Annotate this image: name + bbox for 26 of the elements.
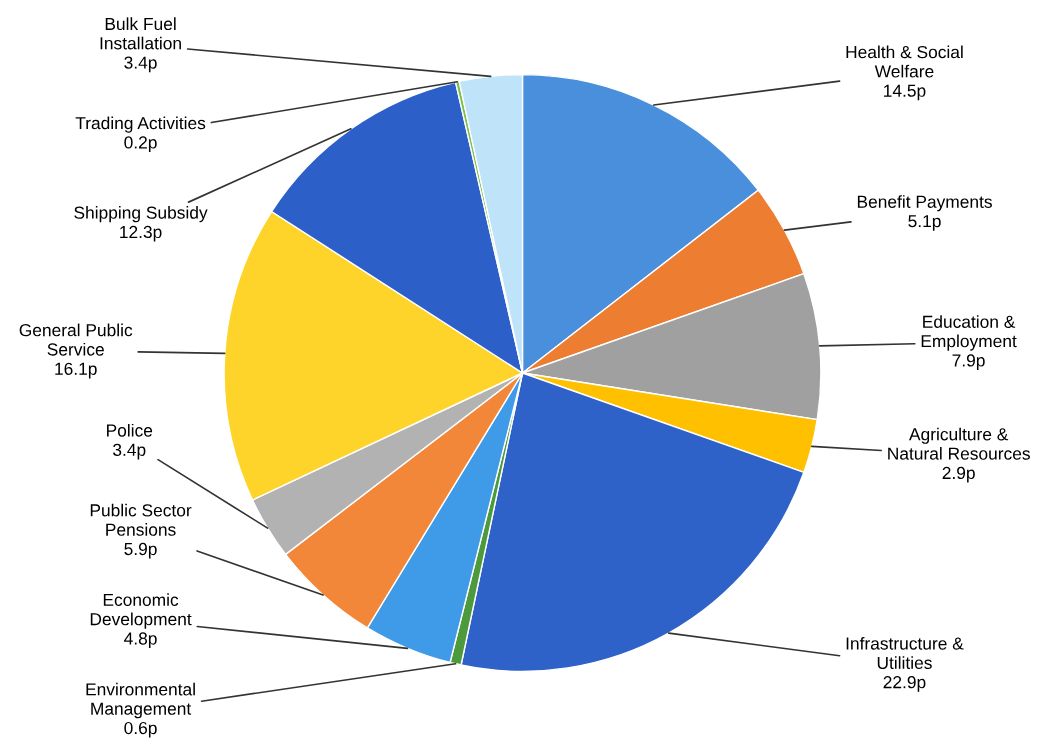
data-label: 22.9p xyxy=(883,676,926,692)
slice-label: Police xyxy=(107,423,153,437)
slice-label: Trading Activities xyxy=(75,116,206,133)
data-label: 5.9p xyxy=(124,542,157,559)
data-label: 4.8p xyxy=(124,632,157,649)
slice-label: Benefit Payments xyxy=(857,195,992,212)
data-label: 7.9p xyxy=(952,354,985,371)
slice-label: Health & Social Welfare xyxy=(846,45,963,78)
data-label: 5.1p xyxy=(908,215,941,231)
slice-label: Public Sector Pensions xyxy=(90,503,192,536)
slice-label: Environmental Management xyxy=(86,682,195,719)
data-label: 3.4p xyxy=(124,56,157,73)
slice-label: Economic Development xyxy=(90,593,192,629)
slice-label: Agriculture & Natural Resources xyxy=(888,427,1030,460)
slice-label: Bulk Fuel Installation xyxy=(100,17,181,50)
slice-label: Infrastructure & Utilities xyxy=(846,636,964,669)
data-label: 3.4p xyxy=(113,443,146,460)
slice-label: Education & Employment xyxy=(921,315,1017,351)
data-label: 0.2p xyxy=(124,136,157,153)
data-label: 0.6p xyxy=(124,721,157,738)
slice-label: General Public Service xyxy=(19,323,133,356)
slice-label: Shipping Subsidy xyxy=(74,206,208,223)
data-label: 2.9p xyxy=(942,466,975,483)
data-label: 12.3p xyxy=(120,225,162,242)
data-label: 16.1p xyxy=(55,362,97,379)
data-label: 14.5p xyxy=(884,84,926,101)
